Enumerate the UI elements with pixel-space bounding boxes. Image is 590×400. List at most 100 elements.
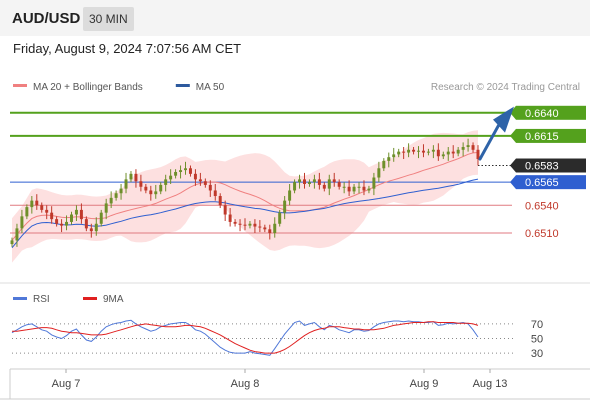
candle-body (218, 196, 222, 206)
candle-body (169, 175, 173, 180)
candle-body (397, 151, 401, 155)
candle-body (387, 157, 391, 161)
rsi-legend-label: RSI (33, 294, 50, 305)
candle-body (273, 223, 277, 234)
candle-body (317, 179, 321, 185)
x-tick-label: Aug 13 (473, 378, 508, 390)
level-label: 0.6583 (525, 161, 559, 173)
candle-body (293, 182, 297, 191)
candle-body (10, 240, 14, 245)
candle-body (352, 186, 356, 192)
candle-body (377, 168, 381, 178)
candle-body (382, 160, 386, 169)
legend-label: MA 50 (196, 82, 225, 93)
candle-body (104, 203, 108, 213)
candle-body (144, 186, 148, 191)
candle-body (60, 223, 64, 226)
legend-swatch (13, 84, 27, 87)
x-tick-label: Aug 8 (231, 378, 260, 390)
candle-body (367, 188, 371, 191)
candle-body (238, 223, 242, 225)
candle-body (253, 223, 257, 227)
candle-body (55, 219, 59, 224)
forecast-arrow-head (493, 106, 514, 133)
candle-body (451, 151, 455, 154)
resistance-label-box (516, 105, 586, 120)
candle-body (198, 179, 202, 182)
candle-body (74, 209, 78, 215)
candle-body (303, 179, 306, 184)
candle-body (476, 149, 480, 160)
label-pointer (510, 128, 516, 143)
candle-body (84, 219, 88, 229)
candle-body (124, 179, 128, 189)
candle-body (471, 145, 475, 150)
rsi-legend-swatch (83, 297, 97, 300)
candle-body (347, 186, 351, 192)
symbol-title: AUD/USD (12, 10, 81, 27)
candle-body (263, 227, 267, 230)
level-label: 0.6510 (525, 228, 559, 240)
bollinger-band-area (12, 130, 478, 263)
level-label: 0.6540 (525, 200, 559, 212)
rsi-legend-label: 9MA (103, 294, 124, 305)
candle-body (119, 188, 123, 194)
credit-text: Research © 2024 Trading Central (431, 82, 580, 93)
candle-body (342, 186, 346, 188)
candle-body (35, 200, 39, 206)
candle-body (327, 179, 331, 189)
candle-body (412, 149, 416, 152)
candle-body (283, 200, 287, 213)
level-label: 0.6640 (525, 108, 559, 120)
candle-body (99, 212, 103, 224)
candle-body (456, 149, 460, 154)
candle-body (149, 190, 153, 195)
timeframe-button[interactable]: 30 MIN (83, 7, 134, 31)
label-pointer (510, 175, 516, 190)
candle-body (193, 173, 197, 180)
candle-body (174, 171, 178, 176)
candle-body (312, 179, 316, 183)
rsi-line (11, 319, 479, 356)
candle-body (129, 173, 133, 180)
candle-body (357, 186, 361, 188)
candle-body (20, 216, 24, 229)
candle-body (179, 170, 183, 172)
candle-body (213, 190, 217, 197)
label-pointer (510, 158, 516, 173)
x-tick-label: Aug 7 (52, 378, 81, 390)
candle-body (114, 193, 118, 198)
candle-body (89, 228, 93, 232)
candle-body (332, 179, 336, 183)
rsi-level-label: 50 (531, 334, 543, 346)
rsi-level-label: 30 (531, 348, 543, 360)
candle-body (134, 173, 138, 182)
candle-body (258, 226, 262, 228)
candle-body (248, 223, 252, 226)
candle-body (45, 209, 49, 213)
forecast-arrow-line (478, 123, 501, 161)
ma50-label-box (516, 175, 586, 190)
current-label-box (516, 158, 586, 173)
ma50-line (11, 178, 479, 249)
candle-body (407, 149, 411, 153)
legend-swatch (175, 84, 190, 87)
candle-body (50, 212, 54, 220)
ma20-line (11, 152, 479, 241)
rsi-legend-swatch (13, 297, 27, 300)
candle-body (402, 151, 406, 153)
candle-body (417, 150, 420, 152)
candle-body (223, 205, 227, 215)
candle-body (203, 181, 207, 185)
candle-body (436, 149, 440, 157)
candle-body (421, 150, 425, 153)
candle-body (446, 151, 450, 155)
candle-body (392, 154, 396, 158)
chart-datetime: Friday, August 9, 2024 7:07:56 AM CET (13, 41, 242, 56)
candle-body (372, 177, 376, 189)
label-pointer (510, 105, 516, 120)
candle-body (243, 224, 247, 226)
resistance-label-box (516, 128, 586, 143)
candle-body (466, 145, 470, 148)
